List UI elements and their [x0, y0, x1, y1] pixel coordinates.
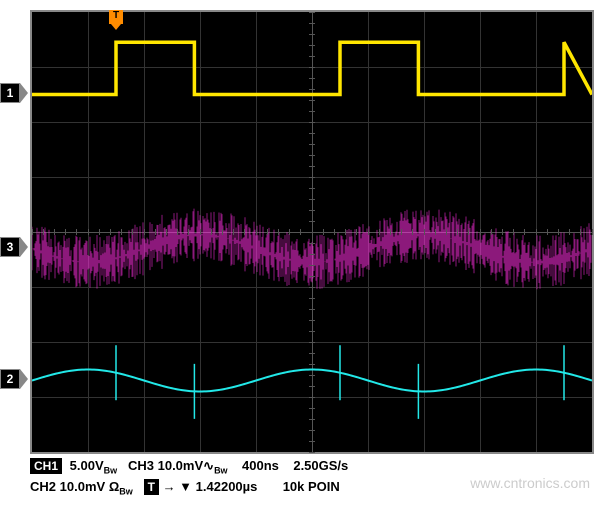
channel-marker-1: 1	[0, 83, 26, 103]
ch2-label: CH2	[30, 479, 56, 494]
oscilloscope-screen: T	[30, 10, 594, 454]
trigger-badge: T	[144, 479, 159, 495]
ch2-scale: 10.0mV	[60, 479, 106, 494]
ch1-bw: Bw	[104, 466, 118, 476]
ch3-label: CH3	[128, 458, 154, 473]
ch3-scale: 10.0mV	[158, 458, 204, 473]
timebase: 400ns	[242, 458, 279, 473]
ch3-coupling: ∿	[203, 458, 214, 473]
ch1-scale: 5.00V	[70, 458, 104, 473]
readout-line-1: CH1 5.00VBw CH3 10.0mV∿Bw 400ns 2.50GS/s	[30, 458, 590, 476]
ch1-badge: CH1	[30, 458, 62, 474]
trigger-arrow: → ▼	[163, 479, 192, 494]
record-length: 10k POIN	[283, 479, 340, 494]
channel-marker-3: 3	[0, 237, 26, 257]
channel-marker-2: 2	[0, 369, 26, 389]
trigger-marker: T	[109, 10, 123, 24]
sample-rate: 2.50GS/s	[293, 458, 348, 473]
ch2-term: Ω	[109, 479, 119, 494]
ch2-bw: Bw	[119, 486, 133, 496]
watermark: www.cntronics.com	[470, 475, 590, 491]
ch3-bw: Bw	[214, 466, 228, 476]
trigger-value: 1.42200µs	[196, 479, 258, 494]
